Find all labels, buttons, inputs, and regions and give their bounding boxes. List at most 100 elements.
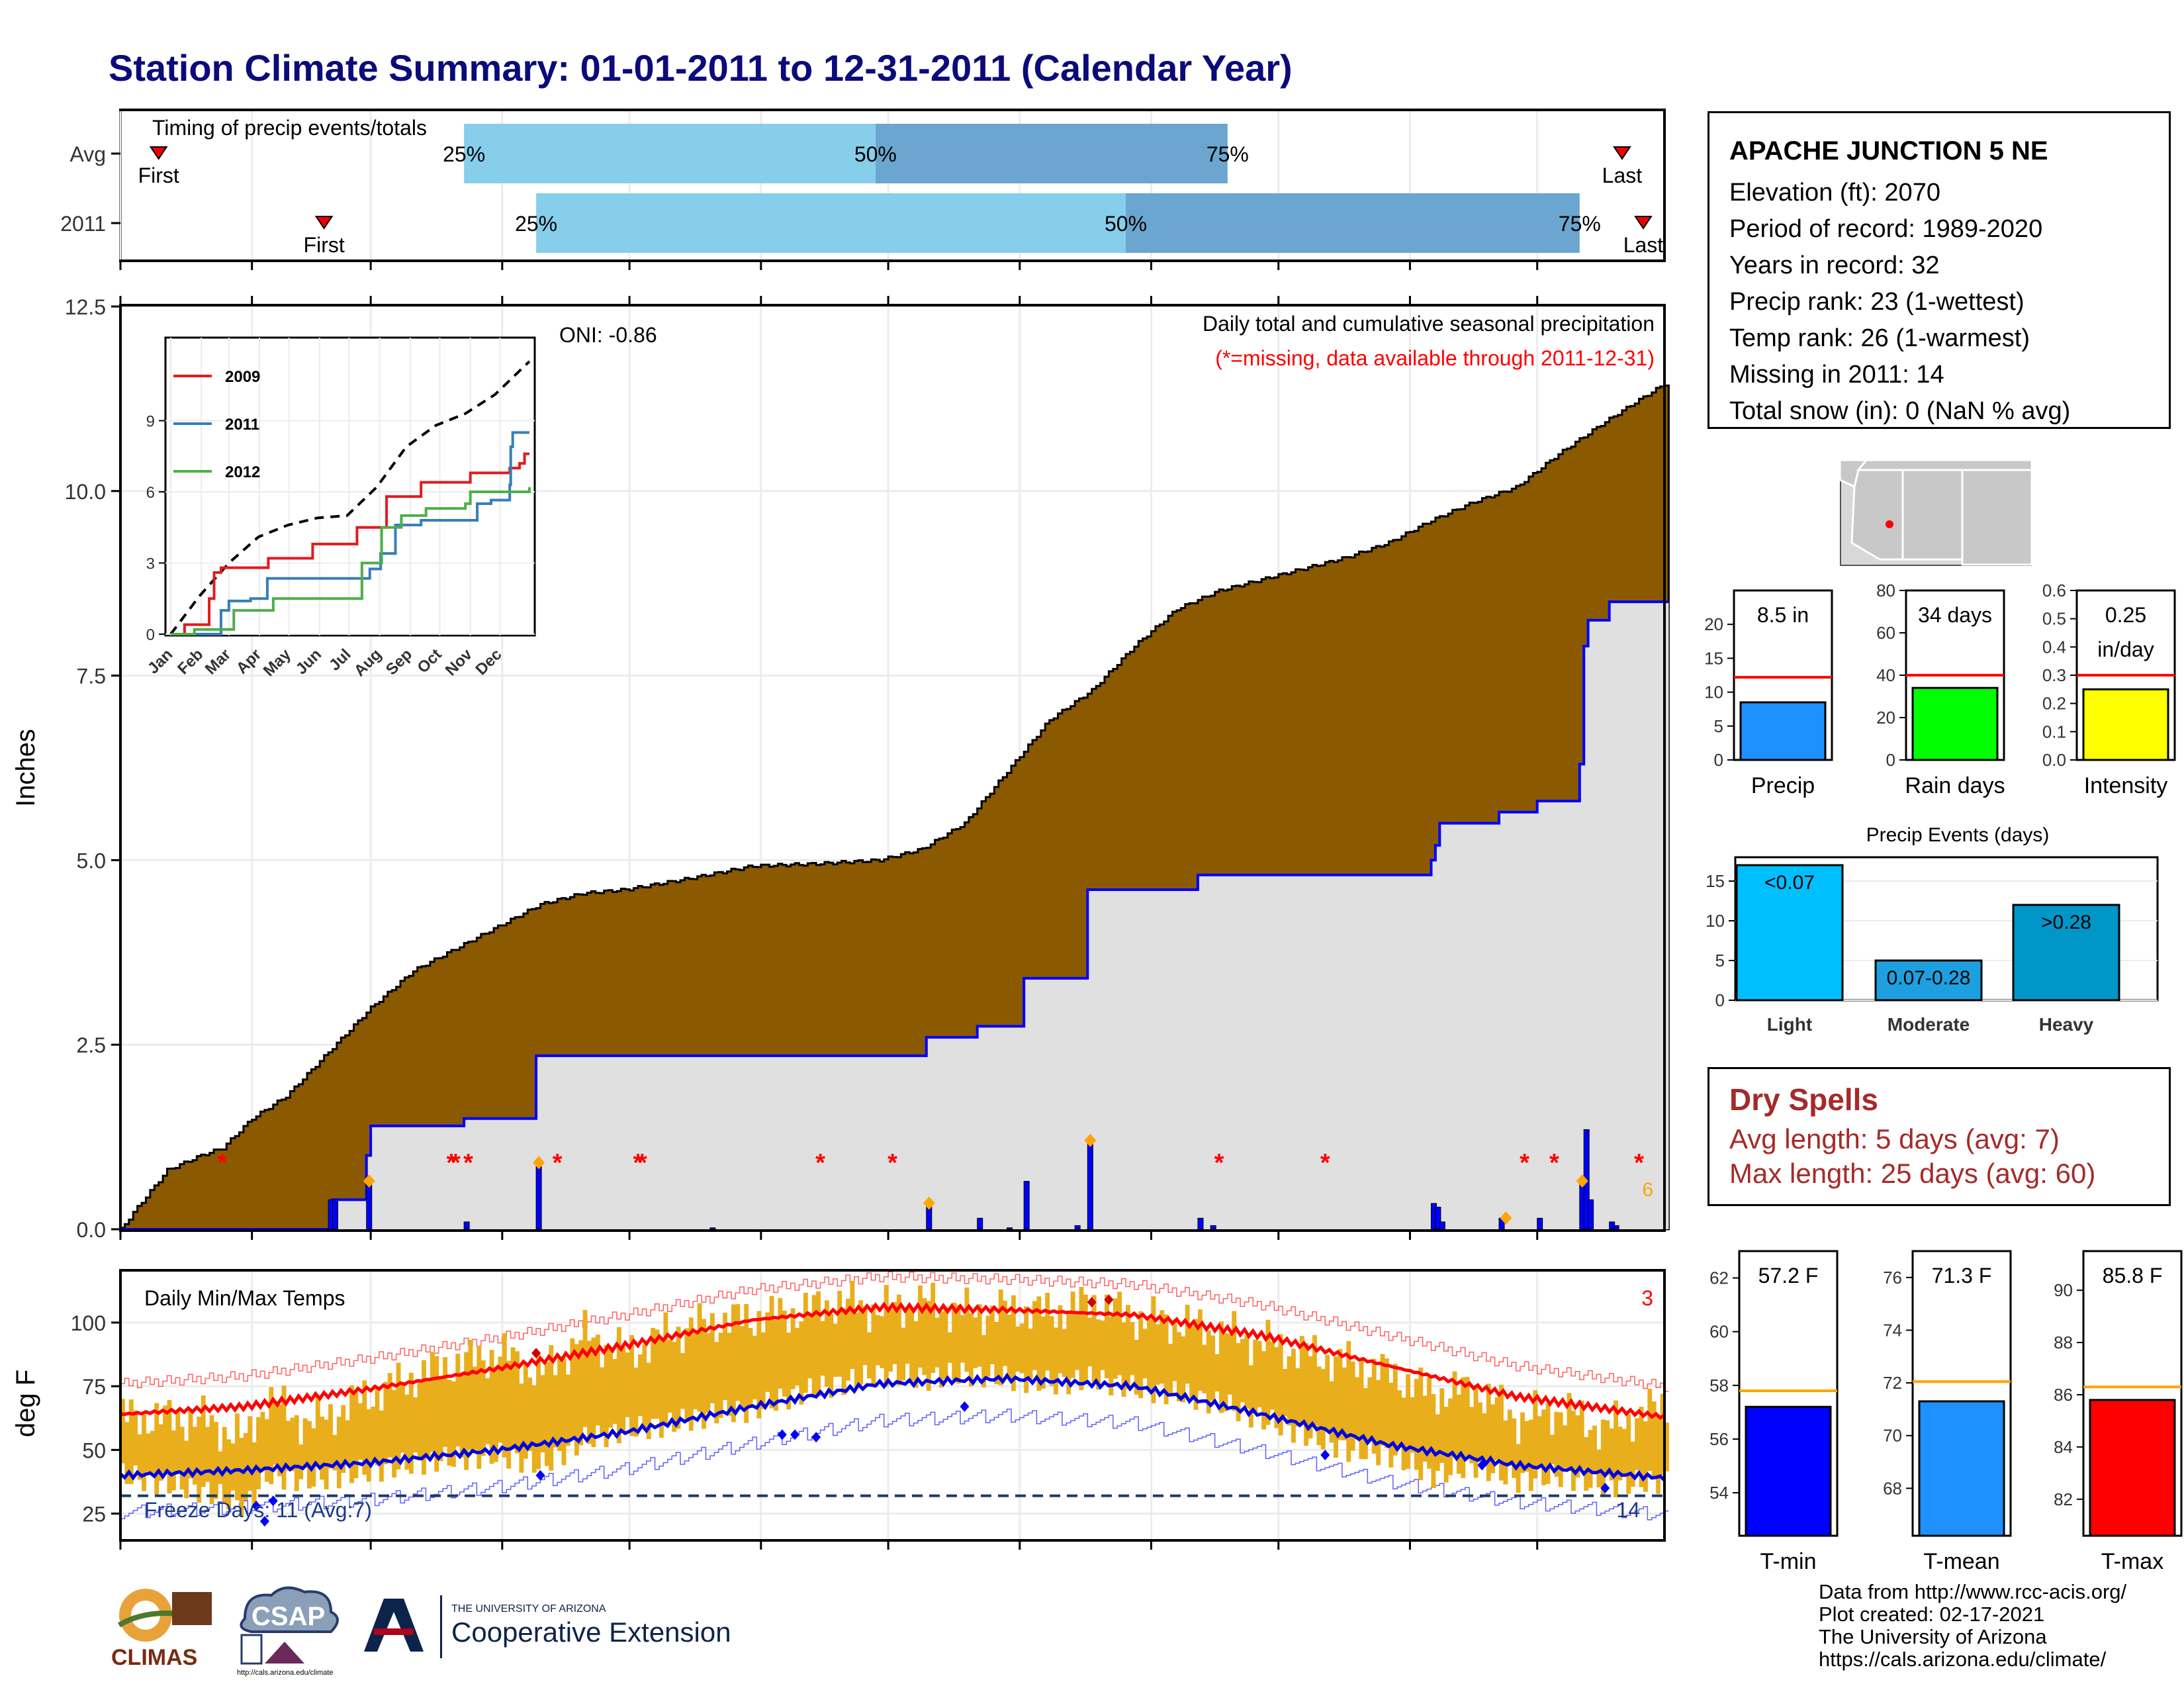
daily-temp-bar — [1600, 1419, 1606, 1497]
summary-category-label: Rain days — [1905, 773, 2005, 798]
daily-temp-bar — [1588, 1430, 1593, 1488]
inset-legend-label: 2011 — [225, 416, 259, 434]
daily-temp-bar — [1283, 1369, 1288, 1417]
daily-temp-bar — [345, 1420, 350, 1464]
timing-chart: Timing of precip events/totals Avg 25% 50% 7… — [60, 109, 1666, 270]
events-bar-Light — [1735, 864, 1844, 1002]
summary-bar-T-min — [1745, 1405, 1832, 1537]
temp-summary-charts: 54 56 58 60 62 57.2 F T-min 68 70 72 74 76 71.3 F T-m… — [1709, 1250, 2183, 1574]
daily-temp-bar — [1579, 1400, 1584, 1470]
dry-spells-max: Max length: 25 days (avg: 60) — [1729, 1158, 2096, 1189]
daily-temp-bar — [952, 1302, 957, 1381]
month-label: Sep — [1131, 1552, 1171, 1556]
summary-ytick-label: 58 — [1709, 1376, 1729, 1395]
daily-temp-bar — [387, 1373, 392, 1458]
daily-temp-bar — [209, 1415, 214, 1505]
daily-temp-bar — [1414, 1379, 1419, 1470]
daily-temp-bar — [1075, 1312, 1079, 1370]
daily-precip-bar — [977, 1217, 983, 1230]
daily-temp-bar — [1558, 1412, 1563, 1487]
daily-temp-bar — [1032, 1301, 1037, 1370]
daily-temp-bar — [285, 1421, 291, 1471]
daily-temp-bar — [824, 1300, 829, 1387]
daily-temp-bar — [1189, 1326, 1195, 1398]
footer-line-created: Plot created: 02-17-2021 — [1819, 1603, 2045, 1626]
daily-temp-bar — [1621, 1429, 1627, 1474]
timing-bar-q2 — [464, 124, 876, 183]
daily-temp-bar — [1575, 1415, 1580, 1478]
daily-temp-bar — [222, 1427, 227, 1503]
daily-temp-bar — [565, 1374, 570, 1446]
record-low-marker — [777, 1429, 787, 1440]
summary-ytick-label: 84 — [2054, 1437, 2073, 1457]
daily-temp-bar — [1091, 1295, 1097, 1383]
daily-temp-bar — [1062, 1329, 1067, 1378]
daily-precip-bar — [535, 1166, 542, 1230]
inset-series-2011 — [171, 431, 529, 635]
daily-temp-bar — [218, 1451, 223, 1484]
inset-frame — [164, 336, 536, 637]
daily-temp-bar — [1232, 1311, 1237, 1411]
summary-ytick-label: 20 — [1876, 708, 1895, 727]
daily-temp-bar — [1121, 1322, 1126, 1397]
record-count-label: 3 — [1641, 1286, 1653, 1310]
daily-temp-bar — [1350, 1361, 1355, 1451]
record-low-marker — [1477, 1460, 1487, 1471]
temp-chart-title: Daily Min/Max Temps — [144, 1286, 345, 1310]
missing-day-marker: * — [1520, 1149, 1529, 1177]
daily-temp-bar — [1087, 1317, 1093, 1367]
summary-ytick-label: 10 — [1704, 682, 1723, 702]
daily-temp-bar — [896, 1294, 901, 1385]
daily-temp-bar — [1410, 1397, 1415, 1453]
daily-temp-bar — [1308, 1356, 1313, 1438]
daily-temp-bar — [1554, 1411, 1559, 1477]
daily-temp-bar — [786, 1333, 792, 1410]
daily-temp-bar — [1397, 1390, 1402, 1448]
daily-temp-bar — [1448, 1398, 1453, 1476]
daily-temp-bar — [1011, 1295, 1016, 1391]
daily-temp-bar — [934, 1317, 940, 1368]
daily-precip-bar — [366, 1184, 373, 1230]
record-max-line — [120, 1271, 1669, 1392]
summary-ytick-label: 62 — [1709, 1268, 1729, 1288]
daily-temp-bar — [688, 1317, 694, 1431]
daily-precip-bar — [1613, 1225, 1619, 1230]
daily-temp-bar — [1520, 1412, 1525, 1474]
daily-temp-bar — [430, 1352, 435, 1452]
daily-temp-bar — [790, 1308, 796, 1389]
daily-temp-bar — [714, 1342, 719, 1424]
record-low-marker — [960, 1401, 970, 1412]
map-new-mexico — [1901, 469, 1964, 561]
daily-temp-bar — [1172, 1320, 1177, 1382]
daily-temp-bar — [570, 1338, 575, 1438]
record-high-marker — [1104, 1294, 1114, 1305]
ua-cooperative-extension-logo: THE UNIVERSITY OF ARIZONA Cooperative Ex… — [364, 1595, 731, 1658]
climas-logo-text: CLIMAS — [111, 1645, 197, 1670]
daily-temp-bar — [1664, 1423, 1669, 1472]
ua-small-text: THE UNIVERSITY OF ARIZONA — [451, 1603, 606, 1615]
daily-temp-bar — [672, 1342, 677, 1432]
daily-temp-bar — [1528, 1419, 1533, 1491]
daily-temp-bar — [1549, 1434, 1555, 1464]
daily-precip-bar — [1537, 1217, 1543, 1230]
daily-temp-bar — [582, 1309, 588, 1427]
locator-map — [1840, 460, 2032, 566]
daily-temp-bar — [1202, 1344, 1207, 1393]
daily-temp-bar — [1570, 1411, 1576, 1491]
daily-temp-bar — [1265, 1319, 1271, 1425]
daily-temp-bar — [1439, 1388, 1445, 1463]
precip-chart-subtitle: (*=missing, data available through 2011-… — [1215, 346, 1655, 370]
daily-temp-bar — [1643, 1421, 1648, 1492]
daily-temp-bar — [676, 1327, 681, 1429]
daily-temp-bar — [1117, 1291, 1122, 1376]
daily-temp-bar — [1015, 1326, 1021, 1372]
missing-day-marker: * — [1214, 1149, 1224, 1177]
timing-last-label: Last — [1623, 233, 1664, 257]
daily-temp-bar — [782, 1310, 787, 1397]
record-low-marker — [251, 1500, 261, 1511]
record-high-marker — [531, 1348, 541, 1359]
avg-min-temp-line — [119, 1372, 1666, 1482]
daily-temp-bar — [1639, 1407, 1644, 1487]
daily-temp-bar — [1338, 1348, 1343, 1440]
